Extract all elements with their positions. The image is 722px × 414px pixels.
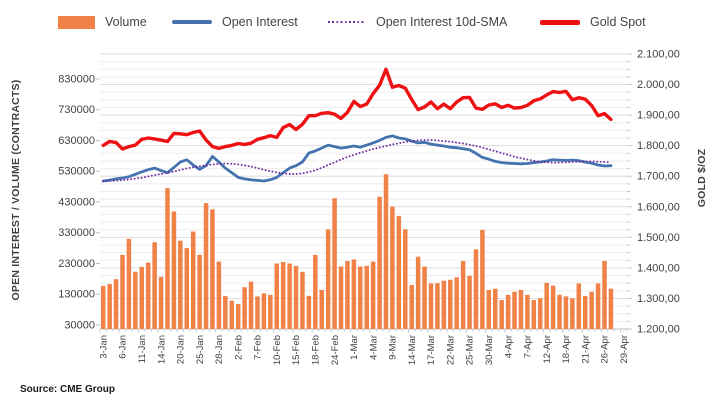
svg-text:2.100,00: 2.100,00 — [637, 49, 680, 61]
right-axis-labels: 1.200,00 1.300,00 1.400,00 1.500,00 1.600,00… — [637, 49, 680, 336]
svg-text:26-Apr: 26-Apr — [600, 335, 611, 364]
svg-text:730000: 730000 — [58, 104, 95, 116]
oi-sma-line — [102, 139, 612, 183]
svg-text:21-Apr: 21-Apr — [580, 335, 591, 364]
svg-text:18-Feb: 18-Feb — [310, 335, 321, 365]
volume-swatch — [58, 15, 95, 29]
svg-text:25-Jan: 25-Jan — [195, 335, 206, 364]
svg-text:1.300,00: 1.300,00 — [637, 293, 680, 305]
open-interest-swatch — [172, 20, 212, 24]
svg-text:17-Mar: 17-Mar — [426, 335, 437, 365]
svg-text:6-Jan: 6-Jan — [118, 335, 129, 359]
svg-text:25-Mar: 25-Mar — [465, 335, 476, 365]
svg-text:18-Apr: 18-Apr — [561, 335, 572, 364]
svg-text:11-Jan: 11-Jan — [137, 335, 148, 363]
svg-text:9-Mar: 9-Mar — [388, 335, 399, 360]
svg-text:1.400,00: 1.400,00 — [637, 262, 680, 274]
svg-text:14-Jan: 14-Jan — [156, 335, 167, 364]
svg-text:30-Mar: 30-Mar — [484, 335, 495, 365]
svg-text:24-Feb: 24-Feb — [330, 335, 341, 365]
gold-spot-line — [101, 67, 613, 151]
svg-text:15-Feb: 15-Feb — [291, 335, 302, 365]
svg-text:12-Apr: 12-Apr — [542, 335, 553, 364]
svg-text:30000: 30000 — [64, 320, 95, 332]
svg-text:1.600,00: 1.600,00 — [637, 201, 680, 213]
left-axis-title: OPEN INTEREST / VOLUME (CONTRACTS) — [10, 79, 22, 301]
svg-text:4-Mar: 4-Mar — [368, 335, 379, 360]
oi-sma-swatch — [328, 20, 366, 24]
open-interest-line — [101, 134, 613, 183]
svg-text:1.500,00: 1.500,00 — [637, 232, 680, 244]
legend-item-gold-spot: Gold Spot — [540, 13, 646, 31]
svg-text:430000: 430000 — [58, 196, 95, 208]
svg-text:3-Jan: 3-Jan — [98, 335, 109, 359]
svg-text:20-Jan: 20-Jan — [176, 335, 187, 364]
svg-text:7-Apr: 7-Apr — [523, 335, 534, 358]
left-axis-labels: 30000 130000 230000 330000 430000 530000 63000… — [58, 73, 95, 331]
svg-text:830000: 830000 — [58, 73, 95, 85]
legend-item-oi-sma: Open Interest 10d-SMA — [328, 13, 507, 31]
svg-text:4-Apr: 4-Apr — [503, 335, 514, 358]
svg-text:7-Feb: 7-Feb — [253, 335, 264, 360]
svg-text:14-Mar: 14-Mar — [407, 335, 418, 365]
svg-text:1.900,00: 1.900,00 — [637, 110, 680, 122]
svg-text:1.200,00: 1.200,00 — [637, 324, 680, 336]
svg-text:10-Feb: 10-Feb — [272, 335, 283, 365]
svg-text:630000: 630000 — [58, 135, 95, 147]
svg-text:28-Jan: 28-Jan — [214, 335, 225, 364]
legend-item-open-interest: Open Interest — [172, 13, 298, 31]
svg-text:2-Feb: 2-Feb — [233, 335, 244, 360]
svg-text:29-Apr: 29-Apr — [619, 335, 630, 364]
source-note: Source: CME Group — [20, 384, 116, 395]
x-axis-labels: 3-Jan 6-Jan 11-Jan 14-Jan 20-Jan 25-Jan 28-Jan… — [98, 335, 630, 365]
svg-text:1.700,00: 1.700,00 — [637, 171, 680, 183]
svg-text:22-Mar: 22-Mar — [445, 335, 456, 365]
svg-text:1-Mar: 1-Mar — [349, 335, 360, 360]
svg-text:230000: 230000 — [58, 258, 95, 270]
legend-label-gold-spot: Gold Spot — [590, 15, 646, 29]
legend-label-volume: Volume — [105, 15, 147, 29]
legend-label-open-interest: Open Interest — [222, 15, 298, 29]
right-axis-title: GOLD $/OZ — [696, 148, 708, 208]
svg-text:330000: 330000 — [58, 227, 95, 239]
legend-label-oi-sma: Open Interest 10d-SMA — [376, 15, 508, 29]
svg-text:530000: 530000 — [58, 166, 95, 178]
legend-item-volume: Volume — [58, 13, 147, 31]
volume-bars — [100, 174, 614, 329]
gold-spot-swatch — [540, 19, 580, 25]
svg-text:1.800,00: 1.800,00 — [637, 140, 680, 152]
svg-text:130000: 130000 — [58, 289, 95, 301]
svg-text:2.000,00: 2.000,00 — [637, 79, 680, 91]
